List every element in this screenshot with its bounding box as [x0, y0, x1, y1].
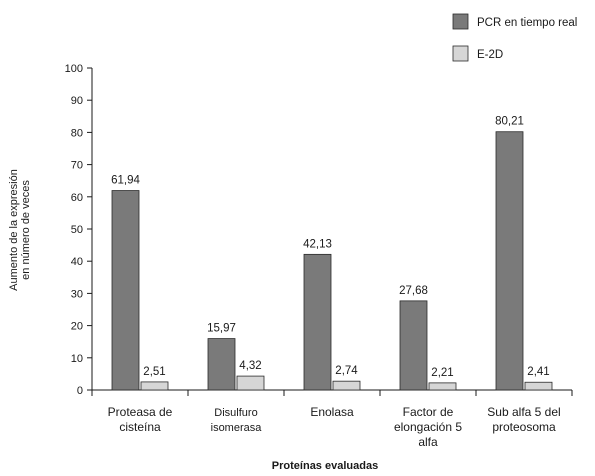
y-tick-label: 100	[65, 63, 83, 75]
x-category-label: cisteína	[119, 420, 161, 434]
y-tick-label: 40	[71, 256, 83, 268]
legend-label: PCR en tiempo real	[477, 17, 577, 29]
data-label-pcr: 42,13	[303, 238, 332, 250]
y-tick-label: 50	[71, 224, 83, 236]
y-axis-title: Aumento de la expresión	[8, 169, 20, 291]
data-label-pcr: 61,94	[111, 175, 140, 187]
bar-pcr	[495, 131, 524, 391]
legend-swatch	[452, 45, 469, 62]
legend-label: E-2D	[477, 49, 503, 61]
x-category-label: elongación 5	[394, 420, 462, 434]
bar-pcr	[303, 253, 332, 391]
x-category-label: Proteasa de	[108, 405, 173, 419]
x-category-label: Sub alfa 5 del	[487, 405, 560, 419]
bar-e2d	[428, 382, 457, 391]
x-category-label: Enolasa	[310, 405, 354, 419]
data-label-e2d: 2,41	[527, 366, 549, 378]
x-category-label: Disulfuro	[214, 407, 257, 419]
y-tick-label: 10	[71, 353, 83, 365]
bar-e2d	[524, 381, 553, 391]
x-category-label: alfa	[418, 435, 438, 449]
data-label-e2d: 2,21	[431, 367, 453, 379]
y-tick-label: 60	[71, 192, 83, 204]
y-tick-label: 30	[71, 288, 83, 300]
data-label-pcr: 27,68	[399, 285, 428, 297]
x-category-label: Factor de	[403, 405, 454, 419]
bar-pcr	[207, 338, 236, 391]
y-tick-label: 70	[71, 160, 83, 172]
y-tick-label: 0	[77, 385, 83, 397]
y-tick-label: 20	[71, 321, 83, 333]
x-category-label: proteosoma	[492, 420, 556, 434]
bar-e2d	[332, 380, 361, 391]
y-axis-title: en número de veces	[20, 180, 32, 280]
bar-e2d	[236, 375, 265, 391]
legend-swatch	[452, 13, 469, 30]
x-category-label: isomerasa	[211, 422, 263, 434]
data-label-e2d: 2,74	[335, 365, 358, 377]
x-axis-title: Proteínas evaluadas	[272, 460, 378, 472]
y-tick-label: 80	[71, 127, 83, 139]
data-label-e2d: 2,51	[143, 366, 165, 378]
bar-pcr	[111, 190, 140, 391]
y-tick-label: 90	[71, 95, 83, 107]
data-label-pcr: 15,97	[207, 323, 236, 335]
bar-pcr	[399, 300, 428, 391]
data-label-e2d: 4,32	[239, 360, 261, 372]
bar-e2d	[140, 381, 169, 391]
data-label-pcr: 80,21	[495, 116, 524, 128]
